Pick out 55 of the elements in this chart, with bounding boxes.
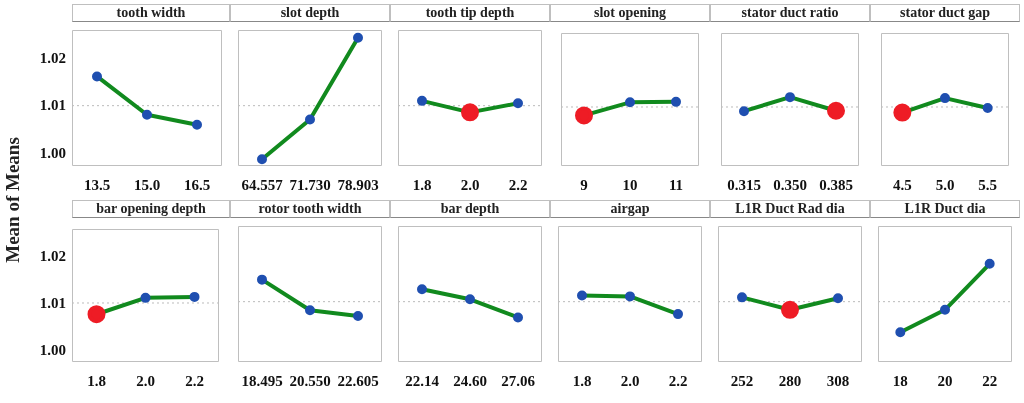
x-tick-label: 71.730 <box>289 176 331 193</box>
x-tick-label: 22.605 <box>337 372 379 389</box>
x-tick-label: 2.0 <box>460 176 480 193</box>
x-tick-label: 13.5 <box>83 176 111 193</box>
x-tick-label: 5.0 <box>935 176 955 193</box>
chart-title: slot opening <box>550 4 710 22</box>
chart-title: bar opening depth <box>72 200 230 218</box>
x-tick-label: 11 <box>668 176 684 193</box>
chart-title: tooth width <box>72 4 230 22</box>
x-tick-label: 16.5 <box>183 176 211 193</box>
y-tick-label: 1.00 <box>39 341 66 358</box>
x-tick-label: 18 <box>892 372 908 389</box>
x-tick-label: 2.2 <box>185 372 204 389</box>
x-tick-label: 27.06 <box>501 372 536 389</box>
x-tick-label: 20.550 <box>289 372 331 389</box>
y-tick-label: 1.01 <box>39 97 66 114</box>
chart-title: rotor tooth width <box>230 200 390 218</box>
x-tick-label: 308 <box>826 372 850 389</box>
x-tick-label: 15.0 <box>133 176 161 193</box>
x-tick-label: 2.2 <box>668 372 688 389</box>
chart-title: L1R Duct Rad dia <box>710 200 870 218</box>
x-tick-label: 1.8 <box>412 176 432 193</box>
x-tick-label: 18.495 <box>241 372 283 389</box>
x-tick-label: 4.5 <box>892 176 912 193</box>
chart-title: tooth tip depth <box>390 4 550 22</box>
chart-title: stator duct gap <box>870 4 1020 22</box>
chart-title: L1R Duct dia <box>870 200 1020 218</box>
chart-title: bar depth <box>390 200 550 218</box>
x-tick-label: 252 <box>730 372 754 389</box>
chart-title: stator duct ratio <box>710 4 870 22</box>
y-tick-label: 1.02 <box>39 49 66 66</box>
x-tick-label: 9 <box>580 176 588 193</box>
x-tick-label: 1.8 <box>572 372 592 389</box>
x-tick-label: 2.2 <box>508 176 528 193</box>
x-tick-label: 2.0 <box>620 372 640 389</box>
x-tick-label: 10 <box>622 176 638 193</box>
x-tick-label: 0.385 <box>819 176 853 193</box>
y-tick-label: 1.01 <box>39 294 66 311</box>
x-tick-label: 5.5 <box>978 176 998 193</box>
x-tick-label: 2.0 <box>136 372 155 389</box>
x-tick-label: 22 <box>982 372 998 389</box>
x-tick-label: 0.350 <box>773 176 807 193</box>
x-tick-label: 24.60 <box>453 372 487 389</box>
x-tick-label: 280 <box>778 372 802 389</box>
y-tick-label: 1.02 <box>39 247 66 264</box>
x-tick-label: 64.557 <box>241 176 284 193</box>
chart-title: airgap <box>550 200 710 218</box>
x-tick-label: 22.14 <box>405 372 440 389</box>
chart-title: slot depth <box>230 4 390 22</box>
x-tick-label: 78.903 <box>337 176 379 193</box>
y-tick-label: 1.00 <box>39 145 66 162</box>
y-axis-title: Mean of Means <box>2 137 24 263</box>
x-tick-label: 0.315 <box>727 176 761 193</box>
x-tick-label: 1.8 <box>87 372 106 389</box>
x-tick-label: 20 <box>937 372 953 389</box>
